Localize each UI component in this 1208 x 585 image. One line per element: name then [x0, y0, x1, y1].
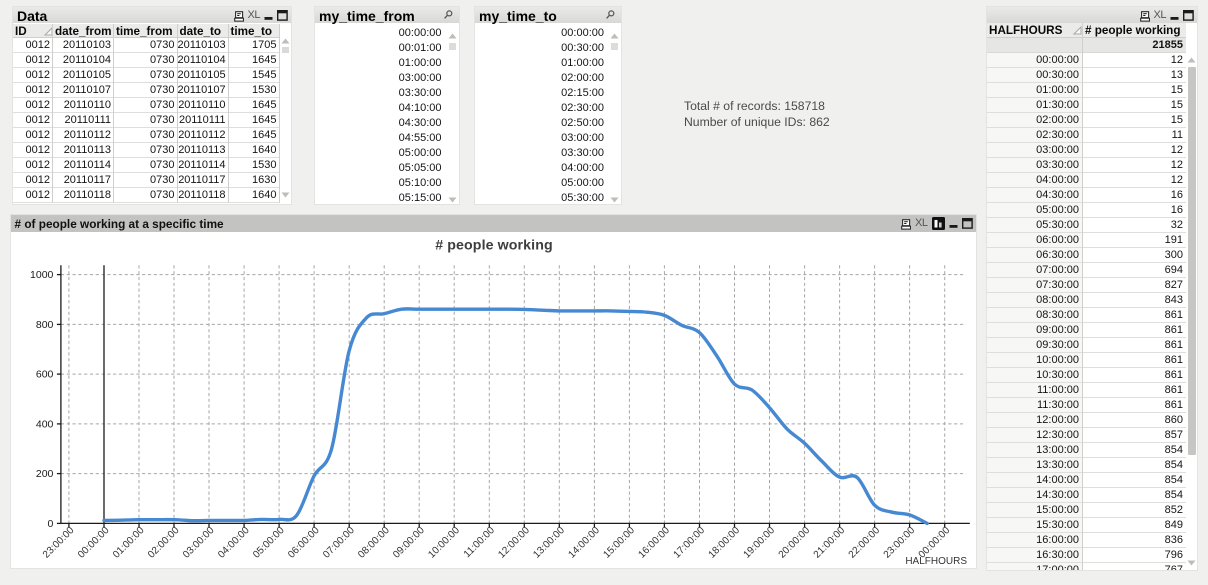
svg-text:23:00:00: 23:00:00 [40, 525, 76, 561]
svg-text:09:00:00: 09:00:00 [391, 525, 427, 561]
svg-text:# people working: # people working [435, 238, 552, 254]
svg-text:0: 0 [47, 518, 53, 530]
svg-text:05:00:00: 05:00:00 [251, 525, 287, 561]
svg-text:15:00:00: 15:00:00 [601, 525, 637, 561]
svg-text:02:00:00: 02:00:00 [146, 525, 182, 561]
svg-text:HALFHOURS: HALFHOURS [905, 556, 967, 566]
svg-text:19:00:00: 19:00:00 [741, 525, 777, 561]
svg-text:07:00:00: 07:00:00 [321, 525, 357, 561]
svg-text:10:00:00: 10:00:00 [426, 525, 462, 561]
svg-text:18:00:00: 18:00:00 [706, 525, 742, 561]
svg-text:17:00:00: 17:00:00 [671, 525, 707, 561]
svg-text:14:00:00: 14:00:00 [566, 525, 602, 561]
svg-text:200: 200 [35, 468, 53, 480]
svg-text:04:00:00: 04:00:00 [216, 525, 252, 561]
svg-text:11:00:00: 11:00:00 [461, 525, 496, 560]
svg-text:12:00:00: 12:00:00 [496, 525, 532, 561]
svg-text:400: 400 [35, 418, 53, 430]
svg-text:01:00:00: 01:00:00 [111, 525, 147, 561]
svg-text:22:00:00: 22:00:00 [846, 525, 882, 561]
svg-text:13:00:00: 13:00:00 [531, 525, 567, 561]
svg-text:20:00:00: 20:00:00 [776, 525, 812, 561]
svg-text:1000: 1000 [30, 269, 54, 281]
svg-text:16:00:00: 16:00:00 [636, 525, 672, 561]
svg-text:21:00:00: 21:00:00 [811, 525, 847, 561]
svg-text:600: 600 [35, 369, 53, 381]
svg-text:06:00:00: 06:00:00 [286, 525, 322, 561]
svg-text:03:00:00: 03:00:00 [181, 525, 217, 561]
svg-text:08:00:00: 08:00:00 [356, 525, 392, 561]
svg-text:800: 800 [35, 319, 53, 331]
svg-text:00:00:00: 00:00:00 [76, 525, 112, 561]
